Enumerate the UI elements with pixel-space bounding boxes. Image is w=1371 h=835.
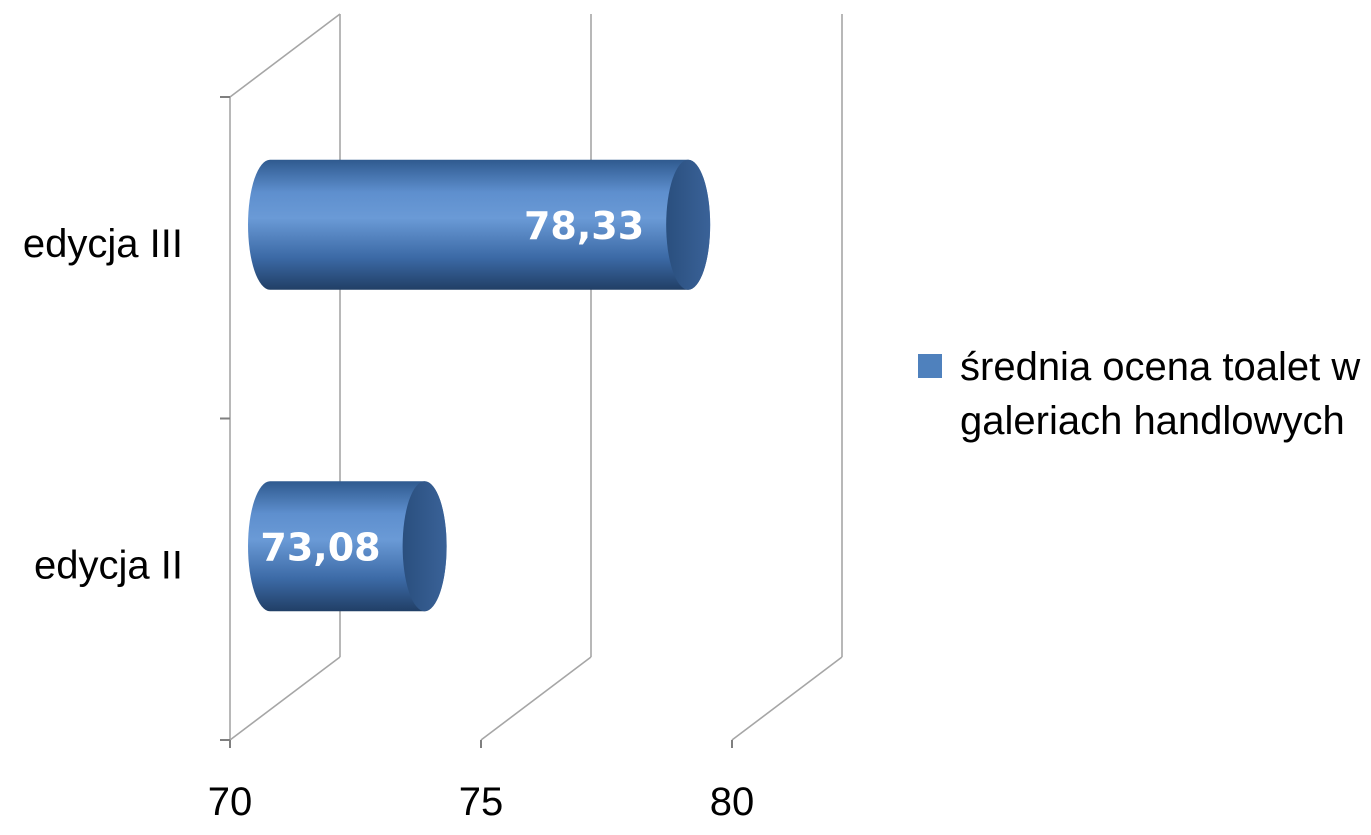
gridline-floor-1 [480,656,592,741]
bar-cap-0 [402,481,447,612]
x-tick-label-2: 80 [710,780,755,824]
bar-1 [248,159,711,290]
gridline-floor-0 [229,656,341,741]
chart-bars [248,159,711,612]
chart-labels: 70 75 80 73,08 edycja II 78,33 edycja III [23,204,754,824]
legend: średnia ocena toalet w galeriach handlow… [918,340,1371,448]
x-tick-label-0: 70 [208,780,253,824]
data-label-1: 78,33 [524,204,644,248]
bar-cap-1 [666,159,711,290]
legend-swatch [918,354,942,378]
category-label-0: edycja II [34,543,183,587]
x-tick-label-1: 75 [459,780,504,824]
left-wall-top-edge [229,13,341,98]
gridline-floor-2 [731,656,843,741]
legend-label: średnia ocena toalet w galeriach handlow… [960,345,1361,443]
category-label-1: edycja III [23,222,183,266]
chart-grid [220,13,843,748]
bar-0 [248,481,447,612]
data-label-0: 73,08 [260,525,380,569]
